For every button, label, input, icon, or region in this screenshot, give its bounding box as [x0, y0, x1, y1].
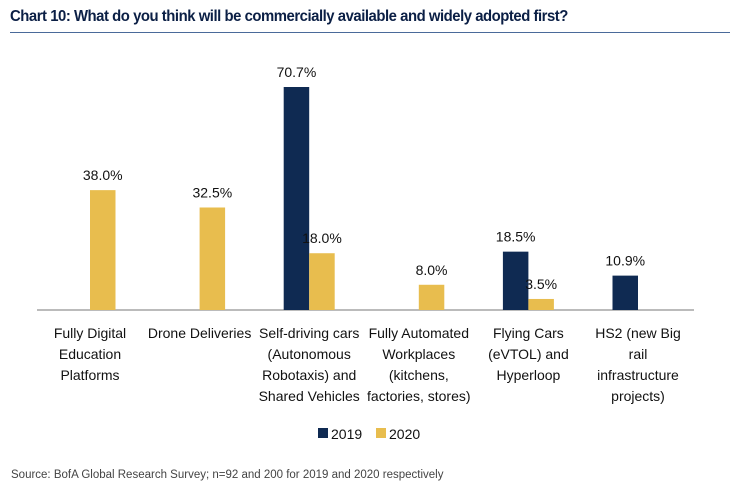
legend-label-2019: 2019 [331, 426, 362, 442]
category-label-5: infrastructure [597, 367, 679, 383]
data-label-2020-3: 8.0% [416, 262, 448, 278]
category-label-0: Fully Digital [54, 325, 126, 341]
category-label-3: factories, stores) [367, 388, 470, 404]
category-label-4: Flying Cars [493, 325, 564, 341]
bar-2020-1 [199, 207, 226, 310]
chart-title: Chart 10: What do you think will be comm… [10, 8, 568, 25]
bar-2019-5 [612, 275, 638, 310]
category-label-2: Shared Vehicles [259, 388, 360, 404]
category-label-5: projects) [611, 388, 665, 404]
category-label-2: Self-driving cars [259, 325, 359, 341]
category-label-0: Platforms [60, 367, 119, 383]
legend-swatch-2020 [376, 428, 386, 438]
category-label-4: (eVTOL) and [488, 346, 569, 362]
bar-2019-2 [283, 87, 310, 310]
data-label-2020-1: 32.5% [192, 184, 232, 200]
category-label-3: (kitchens, [389, 367, 449, 383]
data-label-2019-2: 70.7% [277, 64, 317, 80]
category-label-0: Education [59, 346, 121, 362]
category-label-2: Robotaxis) and [262, 367, 356, 383]
category-label-3: Fully Automated [369, 325, 469, 341]
data-label-2020-0: 38.0% [83, 167, 123, 183]
bar-2020-4 [528, 298, 554, 310]
category-label-3: Workplaces [382, 346, 455, 362]
bar-2019-4 [502, 251, 529, 310]
data-label-2020-2: 18.0% [302, 230, 342, 246]
source-note: Source: BofA Global Research Survey; n=9… [11, 469, 444, 481]
bar-2020-3 [418, 284, 445, 310]
category-label-1: Drone Deliveries [148, 325, 251, 341]
data-label-2019-4: 18.5% [496, 229, 536, 245]
category-label-5: HS2 (new Big [595, 325, 681, 341]
category-label-2: (Autonomous [268, 346, 351, 362]
title-rule [10, 32, 730, 33]
category-label-5: rail [629, 346, 648, 362]
bar-2020-2 [309, 253, 335, 310]
bar-2020-0 [90, 190, 116, 310]
legend-label-2020: 2020 [389, 426, 420, 442]
data-label-2020-4: 3.5% [525, 276, 557, 292]
category-label-4: Hyperloop [496, 367, 560, 383]
data-label-2019-5: 10.9% [605, 253, 645, 269]
legend-swatch-2019 [318, 428, 328, 438]
